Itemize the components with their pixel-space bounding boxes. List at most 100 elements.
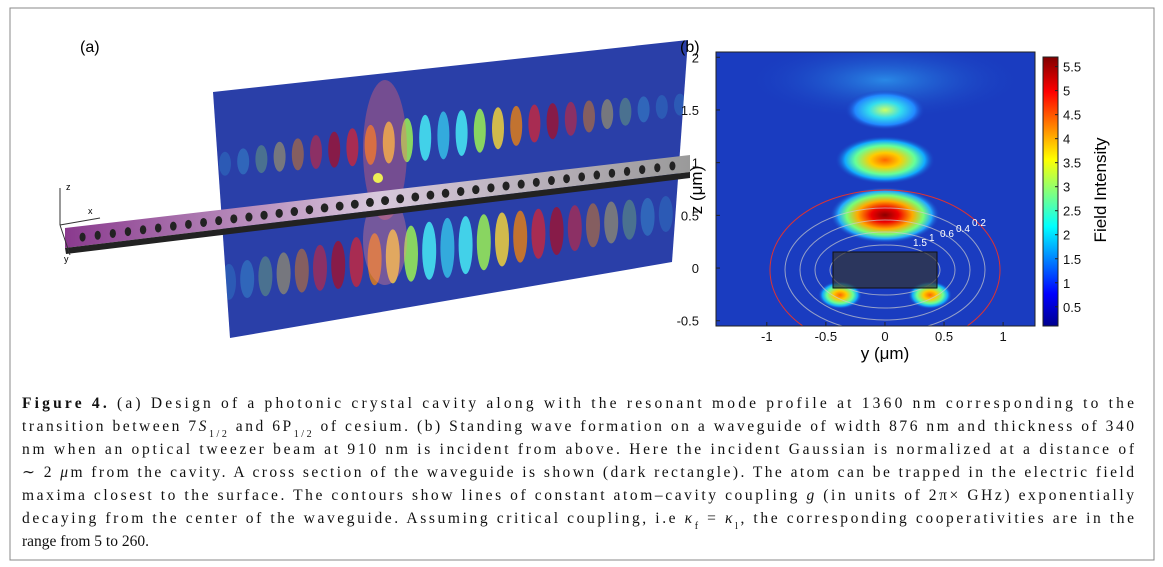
fringe bbox=[291, 138, 304, 171]
colorbar bbox=[1042, 56, 1059, 327]
caption-line: range from 5 to 260. bbox=[22, 533, 149, 550]
panel-a-render: z x y bbox=[59, 40, 690, 338]
colorbar-label: Field Intensity bbox=[1091, 137, 1110, 242]
hole bbox=[502, 181, 510, 191]
fringe bbox=[637, 96, 650, 123]
fringe bbox=[255, 145, 268, 174]
fringe bbox=[492, 107, 504, 150]
fringe bbox=[546, 103, 559, 140]
hole bbox=[608, 168, 616, 178]
fringe bbox=[237, 148, 250, 175]
y-tick-label: 1.5 bbox=[681, 103, 699, 118]
colorbar-tick-label: 4 bbox=[1063, 132, 1070, 147]
colorbar-tick-label: 5 bbox=[1063, 84, 1070, 99]
x-tick-label: 0.5 bbox=[935, 329, 953, 344]
fringe bbox=[310, 134, 322, 169]
fringe bbox=[458, 216, 473, 275]
hole bbox=[305, 205, 314, 215]
colorbar-tick-label: 2 bbox=[1063, 228, 1070, 243]
hole bbox=[275, 208, 283, 218]
fringe bbox=[583, 100, 595, 133]
colorbar-tick-label: 2.5 bbox=[1063, 204, 1081, 219]
fringe bbox=[219, 151, 231, 176]
fringe bbox=[382, 121, 395, 164]
x-tick-label: 1 bbox=[999, 329, 1006, 344]
panel-label: (b) bbox=[680, 39, 700, 56]
hole bbox=[154, 223, 162, 233]
fringe bbox=[419, 114, 432, 161]
contour-label: 0.6 bbox=[940, 229, 954, 240]
colorbar-tick-label: 4.5 bbox=[1063, 108, 1081, 123]
contour-label: 0.2 bbox=[972, 218, 986, 229]
caption-line: transition between 7 S 1/2 and 6P 1/2 of ce… bbox=[22, 418, 1134, 440]
colorbar-tick-label: 1 bbox=[1063, 276, 1070, 291]
x-axis-label: y (μm) bbox=[861, 344, 910, 363]
y-tick-label: 1 bbox=[692, 156, 699, 171]
fringe bbox=[331, 240, 346, 289]
fringe bbox=[455, 110, 468, 157]
fringe bbox=[658, 195, 673, 232]
hole bbox=[654, 163, 661, 173]
caption-line: nm when an optical tweezer beam at 910 n… bbox=[22, 441, 1135, 458]
fringe bbox=[222, 263, 236, 300]
x-tick-label: -1 bbox=[761, 329, 773, 344]
x-tick-label: 0 bbox=[881, 329, 888, 344]
hole bbox=[426, 190, 435, 200]
axis-label: y bbox=[64, 254, 69, 264]
figure-border bbox=[9, 7, 1155, 561]
fringe bbox=[273, 141, 286, 172]
hole bbox=[230, 214, 238, 224]
colorbar-tick-label: 5.5 bbox=[1063, 60, 1081, 75]
caption: Figure 4. (a) Design of a photonic cryst… bbox=[22, 395, 1135, 550]
fringe bbox=[528, 104, 541, 143]
fringe bbox=[258, 256, 273, 297]
x-tick-label: -0.5 bbox=[815, 329, 837, 344]
hole bbox=[411, 192, 420, 202]
hole bbox=[441, 188, 450, 198]
caption-line: decaying from the center of the waveguid… bbox=[22, 510, 1134, 532]
fringe bbox=[586, 203, 600, 248]
y-tick-label: -0.5 bbox=[677, 314, 699, 329]
colorbar-tick-label: 0.5 bbox=[1063, 300, 1081, 315]
hole bbox=[563, 174, 570, 184]
fringe bbox=[564, 101, 577, 136]
y-axis-label: z (μm) bbox=[687, 166, 706, 215]
fringe bbox=[385, 229, 400, 284]
fringe bbox=[604, 201, 619, 244]
caption-line: Figure 4. (a) Design of a photonic cryst… bbox=[22, 395, 1134, 412]
hole bbox=[669, 161, 676, 171]
fringe bbox=[510, 105, 523, 146]
hole bbox=[290, 207, 299, 217]
fringe bbox=[567, 205, 582, 252]
hole bbox=[215, 216, 223, 226]
hole bbox=[472, 185, 480, 195]
fringe bbox=[655, 94, 668, 119]
caption-line: maxima closest to the surface. The conto… bbox=[22, 487, 1134, 504]
hole bbox=[260, 210, 268, 220]
hole bbox=[139, 225, 147, 235]
fringe bbox=[495, 212, 509, 267]
plot-frame bbox=[715, 51, 1036, 327]
hole bbox=[396, 194, 405, 204]
hole bbox=[517, 179, 525, 189]
hole bbox=[456, 186, 465, 196]
fringe bbox=[346, 128, 359, 167]
hole bbox=[169, 221, 177, 231]
fringe bbox=[240, 260, 255, 299]
fringe bbox=[640, 197, 655, 236]
hole bbox=[109, 228, 116, 238]
hole bbox=[365, 197, 374, 207]
fringe bbox=[513, 210, 528, 263]
fringe bbox=[276, 252, 291, 295]
hole bbox=[200, 217, 207, 227]
hole bbox=[350, 199, 359, 209]
fringe bbox=[401, 118, 413, 163]
hole bbox=[185, 219, 192, 229]
axis-label: z bbox=[66, 182, 71, 192]
fringe bbox=[619, 97, 632, 126]
fringe bbox=[440, 217, 455, 278]
y-tick-label: 0.5 bbox=[681, 208, 699, 223]
fringe bbox=[313, 244, 327, 291]
